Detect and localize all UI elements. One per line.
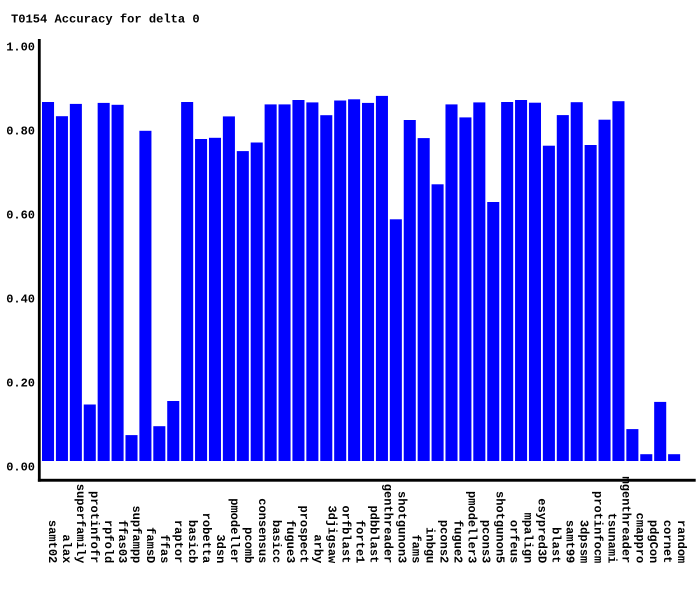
svg-text:blast: blast	[548, 527, 562, 563]
svg-text:superfamily: superfamily	[73, 484, 87, 564]
svg-text:basicc: basicc	[269, 520, 283, 563]
svg-text:orfeus: orfeus	[506, 520, 520, 563]
svg-text:0.00: 0.00	[6, 461, 35, 475]
svg-text:protinfocm: protinfocm	[590, 491, 604, 563]
svg-text:fugue2: fugue2	[451, 520, 465, 563]
svg-text:raptor: raptor	[171, 520, 185, 563]
svg-text:ffas03: ffas03	[115, 520, 129, 563]
svg-text:1.00: 1.00	[6, 41, 35, 55]
svg-text:prospect: prospect	[297, 505, 311, 563]
svg-text:pdgCon: pdgCon	[646, 520, 660, 563]
svg-text:random: random	[674, 520, 688, 563]
svg-text:ffas: ffas	[157, 534, 171, 563]
svg-text:pdbblast: pdbblast	[367, 505, 381, 563]
svg-text:arby: arby	[311, 534, 325, 563]
svg-text:3dpssm: 3dpssm	[576, 520, 590, 563]
svg-text:consensus: consensus	[255, 498, 269, 563]
svg-text:cmappro: cmappro	[632, 513, 646, 564]
svg-text:samt99: samt99	[562, 520, 576, 563]
svg-text:pmodeller3: pmodeller3	[465, 491, 479, 563]
svg-text:inbgu: inbgu	[423, 527, 437, 563]
svg-text:famsD: famsD	[143, 527, 157, 563]
svg-text:0.60: 0.60	[6, 209, 35, 223]
svg-text:3djigsaw: 3djigsaw	[325, 505, 339, 564]
svg-text:fugue3: fugue3	[283, 520, 297, 563]
svg-text:samt02: samt02	[45, 520, 59, 563]
svg-text:basicb: basicb	[185, 520, 199, 563]
svg-text:fams: fams	[409, 534, 423, 563]
svg-text:orfblast: orfblast	[339, 505, 353, 563]
svg-text:mgenthreader: mgenthreader	[618, 477, 632, 564]
svg-text:pcons3: pcons3	[478, 520, 492, 563]
svg-text:pmodeller: pmodeller	[227, 498, 241, 563]
svg-text:shotgunon5: shotgunon5	[492, 491, 506, 563]
svg-text:tsunami: tsunami	[604, 513, 618, 564]
svg-text:3dsn: 3dsn	[213, 534, 227, 563]
svg-text:0.40: 0.40	[6, 293, 35, 307]
svg-text:mpalign: mpalign	[520, 513, 534, 564]
svg-text:pcomb: pcomb	[241, 527, 255, 563]
svg-text:supfampp: supfampp	[129, 505, 143, 563]
svg-text:forte1: forte1	[353, 520, 367, 563]
svg-text:cornet: cornet	[660, 520, 674, 563]
svg-text:genthreader: genthreader	[381, 484, 395, 564]
svg-text:robetta: robetta	[199, 513, 213, 564]
svg-text:esypred3D: esypred3D	[534, 498, 548, 563]
svg-text:shotgunon3: shotgunon3	[395, 491, 409, 563]
svg-text:pcons2: pcons2	[437, 520, 451, 563]
svg-text:0.20: 0.20	[6, 377, 35, 391]
svg-text:T0154 Accuracy for delta 0: T0154 Accuracy for delta 0	[11, 12, 200, 26]
svg-text:protinfofr: protinfofr	[87, 491, 101, 563]
svg-text:0.80: 0.80	[6, 125, 35, 139]
svg-text:rpfold: rpfold	[101, 520, 115, 563]
svg-text:alax: alax	[59, 534, 73, 563]
